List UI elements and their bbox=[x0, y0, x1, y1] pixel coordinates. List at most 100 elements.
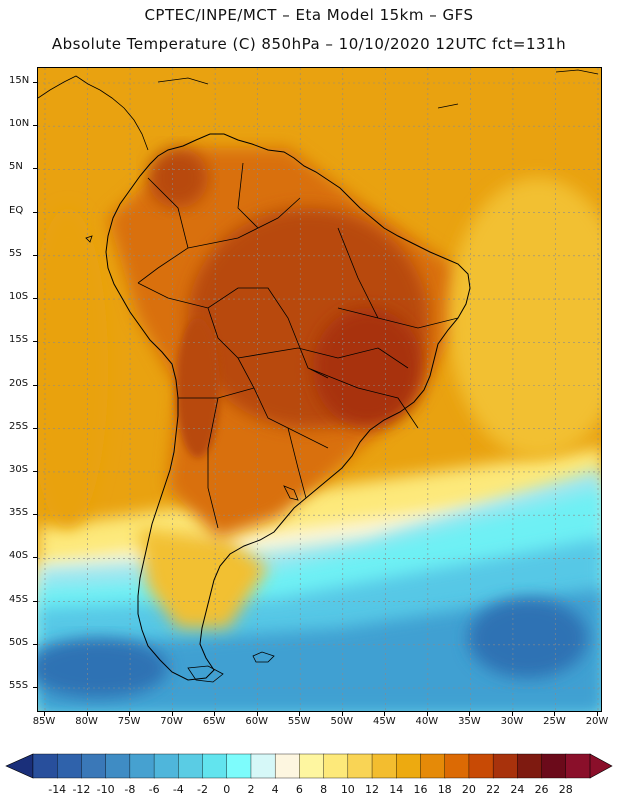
colorbar-swatch bbox=[468, 753, 494, 779]
cool-band-blue bbox=[38, 588, 601, 711]
south-america-coastline bbox=[105, 133, 471, 681]
latitude-label: 40S bbox=[9, 550, 29, 562]
latitude-label: 35S bbox=[9, 507, 29, 519]
colorbar-swatch bbox=[129, 753, 155, 779]
colorbar-swatch bbox=[371, 753, 397, 779]
colorbar-swatch bbox=[420, 753, 446, 779]
longitude-label: 40W bbox=[415, 716, 439, 727]
longitude-tick bbox=[44, 712, 45, 716]
temperature-map[interactable] bbox=[37, 67, 602, 712]
latitude-tick bbox=[33, 211, 37, 213]
colorbar-swatch bbox=[396, 753, 422, 779]
longitude-tick bbox=[214, 712, 216, 716]
longitude-tick bbox=[597, 712, 598, 716]
colorbar-tick-label: 22 bbox=[486, 783, 501, 796]
latitude-label: 55S bbox=[9, 680, 29, 691]
latitude-tick bbox=[33, 254, 37, 256]
atlantic-tropical bbox=[448, 178, 601, 458]
latitude-tick bbox=[33, 298, 37, 300]
colorbar-swatch bbox=[105, 753, 131, 779]
longitude-label: 65W bbox=[202, 716, 226, 727]
latitude-label: 10N bbox=[9, 118, 30, 130]
latitude-tick bbox=[33, 470, 37, 472]
longitude-label: 20W bbox=[585, 716, 609, 727]
central-america-coastline bbox=[38, 75, 149, 151]
latitude-tick bbox=[33, 643, 37, 645]
colorbar-swatch bbox=[492, 753, 519, 779]
colorbar-tick-label: 12 bbox=[365, 783, 380, 796]
galapagos bbox=[85, 235, 93, 243]
colorbar-tick-label: 18 bbox=[437, 783, 452, 796]
colorbar-tick-label: 24 bbox=[510, 783, 525, 796]
map-title-line1: CPTEC/INPE/MCT – Eta Model 15km – GFS bbox=[144, 6, 474, 24]
colorbar-swatch bbox=[323, 753, 349, 779]
colorbar-tick-label: 26 bbox=[534, 783, 549, 796]
longitude-label: 50W bbox=[330, 716, 354, 727]
brazil-hot-spot bbox=[313, 308, 423, 428]
longitude-label: 60W bbox=[245, 716, 268, 727]
latitude-label: 25S bbox=[9, 420, 29, 432]
latitude-tick bbox=[33, 557, 37, 559]
longitude-tick bbox=[341, 712, 343, 716]
longitude-tick bbox=[554, 712, 556, 716]
colorbar-left-arrow bbox=[5, 753, 34, 779]
colorbar-swatch bbox=[274, 753, 301, 779]
latitude-tick bbox=[33, 600, 37, 602]
longitude-tick bbox=[171, 712, 173, 716]
lat-lon-grid bbox=[38, 68, 601, 711]
colorbar-tick-label: 20 bbox=[461, 783, 476, 796]
longitude-tick bbox=[384, 712, 386, 716]
colorbar-tick-label: -8 bbox=[124, 783, 136, 796]
colorbar-swatch bbox=[202, 753, 228, 779]
colorbar-tick-label: -14 bbox=[48, 783, 67, 796]
longitude-tick bbox=[426, 712, 428, 716]
colorbar-tick-label: 8 bbox=[320, 783, 328, 796]
latitude-tick bbox=[33, 168, 37, 170]
colorbar-tick-label: -6 bbox=[148, 783, 160, 796]
longitude-label: 70W bbox=[160, 716, 183, 727]
colorbar-tick-label: 6 bbox=[295, 783, 303, 796]
longitude-tick bbox=[256, 712, 258, 716]
latitude-label: 15N bbox=[9, 75, 30, 86]
colorbar-tick-label: 2 bbox=[247, 783, 255, 796]
longitude-label: 75W bbox=[117, 716, 141, 727]
colorbar-swatch bbox=[81, 753, 107, 779]
colorbar-tick-label: -10 bbox=[96, 783, 115, 796]
temperature-colorbar bbox=[5, 753, 613, 779]
colorbar-swatch bbox=[299, 753, 325, 779]
cold-pool-pacific bbox=[38, 638, 168, 698]
longitude-tick bbox=[129, 712, 131, 716]
latitude-tick bbox=[33, 687, 37, 688]
latitude-label: 20S bbox=[9, 377, 29, 389]
colorbar-tick-label: 14 bbox=[389, 783, 404, 796]
cold-pool-atlantic bbox=[468, 598, 588, 678]
colorbar-tick-label: 4 bbox=[271, 783, 279, 796]
coastlines-and-borders bbox=[38, 69, 599, 683]
longitude-label: 45W bbox=[372, 716, 396, 727]
colorbar-swatch bbox=[226, 753, 252, 779]
longitude-label: 25W bbox=[543, 716, 566, 727]
colorbar-swatch bbox=[32, 753, 58, 779]
colorbar-right-arrow bbox=[589, 753, 613, 779]
country-borders bbox=[137, 162, 459, 529]
longitude-tick bbox=[299, 712, 301, 716]
colorbar-swatch bbox=[347, 753, 373, 779]
caribbean-islands bbox=[157, 69, 599, 109]
map-title-line2: Absolute Temperature (C) 850hPa – 10/10/… bbox=[51, 35, 567, 53]
latitude-label: 5N bbox=[9, 161, 23, 173]
longitude-label: 35W bbox=[458, 716, 481, 727]
latitude-tick bbox=[33, 341, 37, 343]
colorbar-tick-label: 28 bbox=[558, 783, 573, 796]
colorbar-tick-label: -2 bbox=[197, 783, 208, 796]
pacific-offshore bbox=[38, 208, 108, 528]
longitude-label: 30W bbox=[500, 716, 524, 727]
colorbar-swatch bbox=[153, 753, 180, 779]
latitude-tick bbox=[33, 384, 37, 386]
latitude-label: 15S bbox=[9, 334, 29, 346]
colorbar-tick-label: -12 bbox=[72, 783, 91, 796]
colorbar-swatch bbox=[444, 753, 470, 779]
longitude-label: 85W bbox=[32, 716, 56, 727]
longitude-tick bbox=[469, 712, 471, 716]
colorbar-swatch bbox=[517, 753, 543, 779]
latitude-label: EQ bbox=[9, 204, 24, 216]
